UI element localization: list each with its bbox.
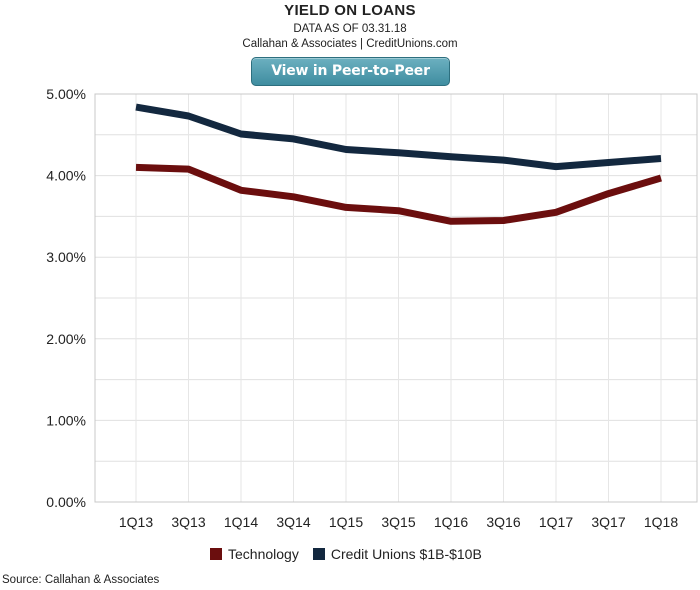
x-tick-label: 1Q16 (434, 514, 468, 530)
legend-label-technology: Technology (228, 546, 299, 562)
legend-swatch-credit-unions (312, 548, 325, 560)
view-peer-to-peer-button[interactable]: View in Peer-to-Peer (251, 57, 450, 86)
x-tick-label: 1Q17 (539, 514, 573, 530)
x-tick-label: 1Q18 (644, 514, 678, 530)
x-tick-label: 3Q14 (276, 514, 310, 530)
chart-legend: Technology Credit Unions $1B-$10B (210, 546, 482, 562)
x-tick-label: 3Q13 (171, 514, 205, 530)
y-tick-label: 3.00% (46, 249, 86, 265)
legend-item-technology[interactable]: Technology (210, 546, 299, 562)
x-tick-label: 3Q15 (381, 514, 415, 530)
credit-line: Callahan & Associates | CreditUnions.com (242, 38, 458, 50)
x-tick-label: 3Q17 (591, 514, 625, 530)
y-tick-label: 0.00% (46, 494, 86, 510)
x-tick-label: 1Q13 (119, 514, 153, 530)
legend-label-credit-unions: Credit Unions $1B-$10B (330, 546, 482, 562)
chart-title: YIELD ON LOANS (284, 2, 416, 19)
y-tick-label: 2.00% (46, 331, 86, 347)
data-date-label: DATA AS OF 03.31.18 (293, 23, 407, 35)
source-note: Source: Callahan & Associates (2, 574, 160, 586)
y-tick-label: 4.00% (46, 168, 86, 184)
y-tick-label: 1.00% (46, 412, 86, 428)
plot-area (94, 93, 698, 503)
legend-item-credit-unions[interactable]: Credit Unions $1B-$10B (312, 546, 482, 562)
y-tick-label: 5.00% (46, 86, 86, 102)
x-tick-label: 1Q15 (329, 514, 363, 530)
legend-swatch-technology (210, 548, 222, 560)
x-tick-label: 3Q16 (486, 514, 520, 530)
line-chart: 0.00% 1.00% 2.00% 3.00% 4.00% 5.00% 1Q13 3Q13 1Q… (46, 86, 698, 530)
x-tick-label: 1Q14 (224, 514, 258, 530)
